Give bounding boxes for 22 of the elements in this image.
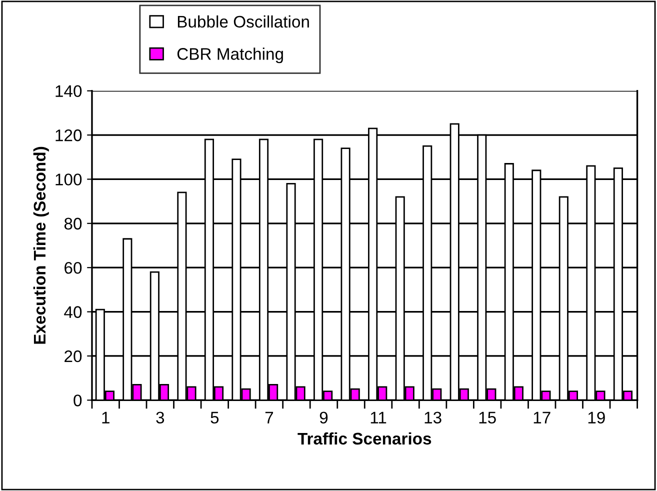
x-tick-label: 19 bbox=[588, 412, 605, 424]
y-tick-label: 100 bbox=[56, 174, 82, 186]
y-tick-label: 120 bbox=[56, 129, 82, 142]
y-tick-label: 80 bbox=[64, 218, 82, 230]
x-tick-label: 5 bbox=[210, 412, 219, 424]
legend-label: CBR Matching bbox=[177, 48, 283, 64]
x-tick-label: 13 bbox=[424, 412, 442, 424]
x-tick-label: 3 bbox=[156, 412, 164, 424]
x-tick-label: 15 bbox=[479, 412, 496, 424]
x-tick-label: 9 bbox=[320, 412, 328, 424]
x-tick-label: 1 bbox=[102, 412, 110, 424]
x-axis-title: Traffic Scenarios bbox=[298, 432, 432, 445]
x-tick-label: 11 bbox=[370, 412, 386, 424]
y-tick-label: 140 bbox=[56, 85, 82, 98]
y-tick-label: 20 bbox=[64, 350, 82, 362]
x-tick-label: 17 bbox=[534, 412, 550, 424]
y-tick-label: 60 bbox=[64, 262, 82, 274]
y-tick-label: 40 bbox=[64, 306, 82, 318]
legend-label: Bubble Oscillation bbox=[178, 15, 309, 28]
x-tick-label: 7 bbox=[265, 412, 274, 424]
y-tick-label: 0 bbox=[74, 394, 82, 406]
y-axis-title: Execution Time (Second) bbox=[33, 146, 49, 344]
